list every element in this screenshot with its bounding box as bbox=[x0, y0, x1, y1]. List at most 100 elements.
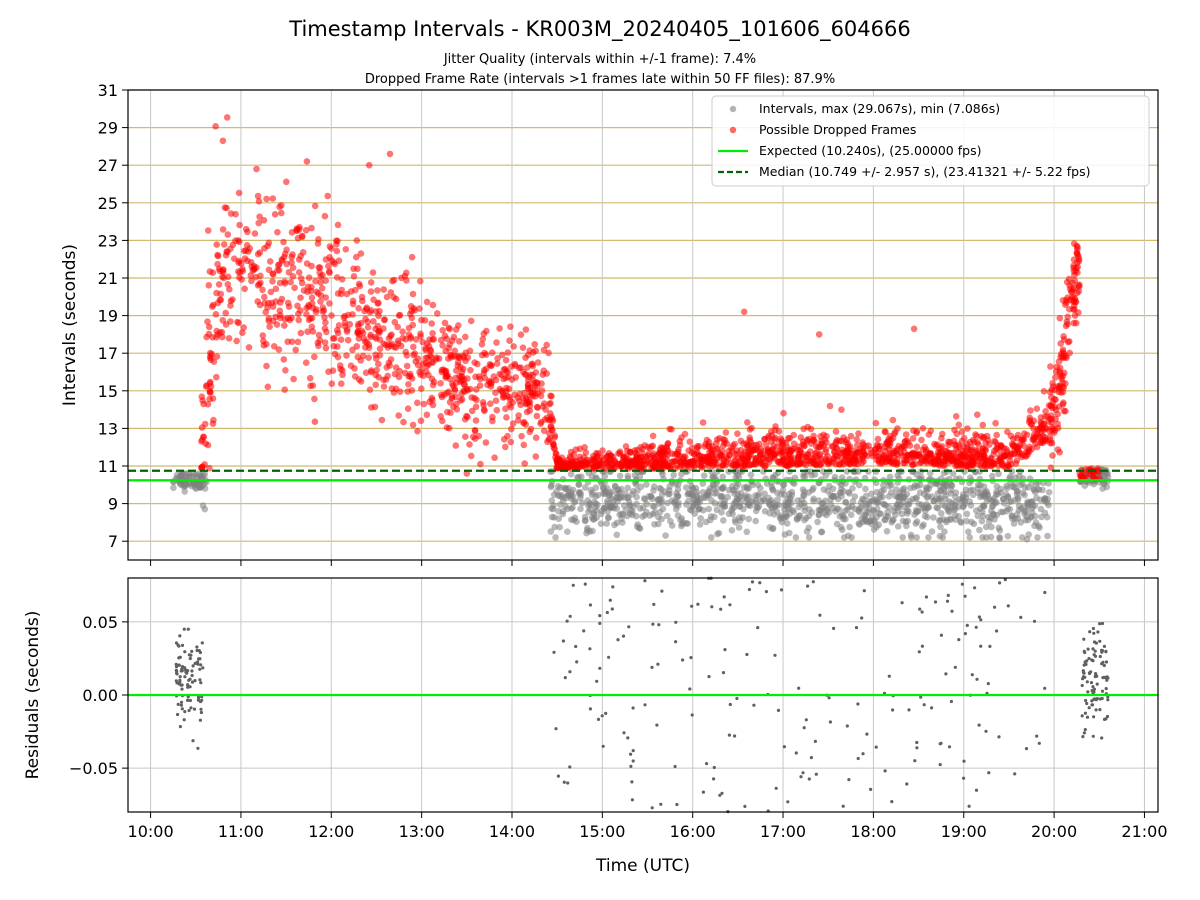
dropped-frame-point bbox=[966, 461, 974, 468]
residual-point bbox=[177, 644, 181, 648]
dropped-frame-point bbox=[198, 393, 206, 401]
residual-point bbox=[180, 687, 184, 691]
interval-point bbox=[868, 490, 875, 498]
dropped-frame-point bbox=[366, 386, 374, 394]
interval-point bbox=[995, 470, 1002, 478]
residual-point bbox=[622, 731, 626, 735]
dropped-frame-point bbox=[388, 340, 396, 348]
dropped-frame-point bbox=[461, 388, 468, 395]
dropped-frame-point bbox=[1064, 313, 1071, 321]
interval-point bbox=[634, 523, 641, 531]
dropped-frame-point bbox=[442, 374, 449, 381]
interval-point bbox=[925, 534, 932, 541]
dropped-frame-point bbox=[817, 455, 825, 463]
residual-point bbox=[1102, 663, 1106, 668]
interval-point bbox=[548, 497, 556, 504]
dropped-frame-point bbox=[238, 276, 245, 283]
dropped-frame-point bbox=[757, 459, 764, 466]
dropped-frame-point bbox=[524, 351, 532, 359]
dropped-frame-point bbox=[254, 250, 262, 258]
residual-point bbox=[1092, 715, 1096, 719]
interval-point bbox=[947, 486, 955, 494]
residual-point bbox=[1102, 717, 1107, 722]
dropped-frame-point bbox=[960, 434, 968, 442]
dropped-frame-point bbox=[391, 370, 399, 378]
interval-point bbox=[846, 490, 853, 497]
dropped-frame-point bbox=[853, 436, 860, 443]
interval-point bbox=[805, 512, 813, 520]
dropped-frame-point bbox=[1000, 444, 1008, 452]
dropped-frame-point bbox=[218, 328, 226, 336]
dropped-frame-point bbox=[1087, 468, 1095, 476]
dropped-frame-point bbox=[1052, 374, 1059, 381]
residual-point bbox=[610, 607, 614, 611]
residual-point bbox=[657, 623, 661, 627]
residual-point bbox=[818, 613, 822, 617]
residual-point bbox=[1087, 706, 1091, 710]
interval-point bbox=[680, 519, 687, 527]
dropped-frame-point bbox=[507, 323, 514, 331]
residual-point bbox=[199, 710, 203, 715]
residual-point bbox=[588, 707, 593, 711]
interval-point bbox=[943, 516, 951, 524]
dropped-frame-point bbox=[518, 432, 525, 440]
dropped-frame-point bbox=[489, 413, 496, 421]
dropped-frame-point bbox=[735, 458, 742, 466]
dropped-frame-point bbox=[315, 331, 323, 339]
residual-point bbox=[188, 677, 192, 681]
dropped-frame-point bbox=[945, 441, 952, 449]
dropped-frame-point bbox=[974, 411, 981, 419]
x-tick-label: 14:00 bbox=[489, 822, 535, 841]
dropped-frame-point bbox=[500, 366, 508, 373]
dropped-frame-point bbox=[717, 451, 724, 459]
dropped-frame-point bbox=[1048, 393, 1055, 401]
dropped-frame-point bbox=[261, 293, 268, 301]
interval-point bbox=[626, 501, 633, 509]
dropped-frame-point bbox=[278, 202, 285, 209]
dropped-frame-point bbox=[982, 446, 989, 453]
interval-point bbox=[688, 483, 695, 490]
interval-point bbox=[639, 513, 646, 520]
dropped-frame-point bbox=[278, 209, 285, 217]
dropped-frame-point bbox=[368, 404, 375, 411]
dropped-frame-point bbox=[354, 329, 361, 337]
residual-point bbox=[566, 781, 570, 785]
dropped-frame-point bbox=[954, 462, 961, 469]
residual-point bbox=[1083, 650, 1087, 655]
residual-point bbox=[656, 662, 660, 666]
dropped-frame-point bbox=[509, 420, 517, 427]
dropped-frame-point bbox=[311, 395, 318, 403]
dropped-frame-point bbox=[294, 338, 302, 346]
dropped-frame-point bbox=[504, 432, 511, 440]
interval-point bbox=[957, 519, 965, 526]
dropped-frame-point bbox=[575, 462, 583, 470]
interval-point bbox=[674, 492, 682, 500]
top-y-axis-label: Intervals (seconds) bbox=[60, 244, 80, 406]
interval-point bbox=[822, 472, 829, 480]
residual-point bbox=[673, 764, 677, 769]
dropped-frame-point bbox=[442, 367, 450, 375]
residual-point bbox=[174, 668, 178, 673]
dropped-frame-point bbox=[522, 326, 530, 333]
interval-point bbox=[769, 525, 777, 532]
interval-point bbox=[876, 494, 884, 501]
interval-point bbox=[1028, 480, 1035, 488]
interval-point bbox=[567, 495, 575, 502]
interval-point bbox=[736, 517, 744, 525]
residual-point bbox=[595, 679, 599, 683]
dropped-frame-point bbox=[1070, 319, 1078, 327]
interval-point bbox=[606, 492, 613, 500]
residual-point bbox=[946, 593, 950, 598]
dropped-frame-point bbox=[418, 385, 425, 393]
dropped-frame-point bbox=[815, 331, 823, 338]
dropped-frame-point bbox=[217, 290, 225, 298]
dropped-frame-point bbox=[1042, 424, 1050, 432]
residual-point bbox=[974, 625, 978, 629]
interval-point bbox=[599, 484, 607, 492]
interval-point bbox=[563, 505, 571, 513]
dropped-frame-point bbox=[224, 231, 232, 238]
dropped-frame-point bbox=[964, 425, 971, 432]
interval-point bbox=[643, 508, 650, 516]
dropped-frame-point bbox=[931, 461, 938, 468]
dropped-frame-point bbox=[209, 269, 217, 277]
